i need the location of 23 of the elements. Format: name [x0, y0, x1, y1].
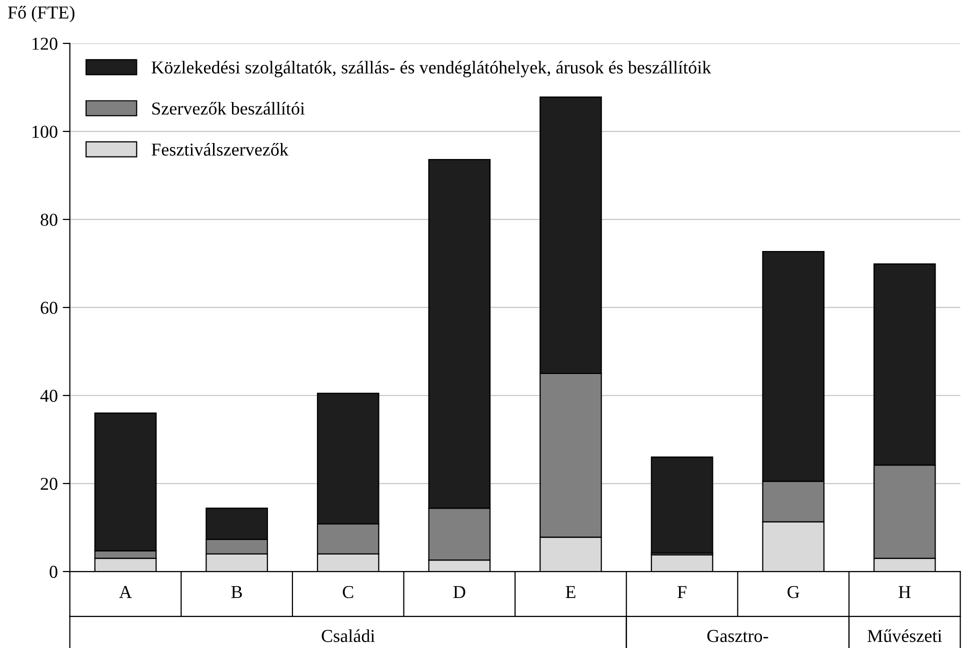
x-tick-label: C	[342, 586, 354, 598]
y-tick-label: 120	[32, 38, 58, 50]
legend-label: Fesztiválszervezők	[152, 142, 288, 156]
text: Családi	[322, 629, 375, 642]
x-tick-label: D	[453, 586, 466, 598]
bar	[650, 456, 714, 554]
y-tick-label: 40	[40, 390, 58, 402]
y-tick-label: 20	[40, 478, 58, 490]
text: Művészeti	[868, 629, 942, 642]
legend-label: Szervezők beszállítói	[152, 102, 305, 115]
y-tick-label: 60	[40, 302, 58, 314]
y-tick-label: 80	[40, 214, 58, 226]
x-tick-label: H	[898, 586, 911, 598]
text: Gasztro-	[707, 630, 768, 642]
x-tick-label: E	[566, 586, 576, 598]
legend-label: Közlekedési szolgáltatók, szállás- és vendéglátóhelyek, árusok és beszállítóik	[152, 60, 712, 78]
y-axis-title: Fő (FTE)	[8, 6, 74, 22]
x-tick-label: A	[119, 586, 132, 598]
x-tick-label: B	[231, 586, 242, 598]
y-tick-label: 100	[32, 126, 58, 138]
x-tick-label: F	[678, 586, 686, 598]
x-tick-label: G	[788, 586, 800, 598]
y-tick-label: 0	[50, 566, 58, 578]
